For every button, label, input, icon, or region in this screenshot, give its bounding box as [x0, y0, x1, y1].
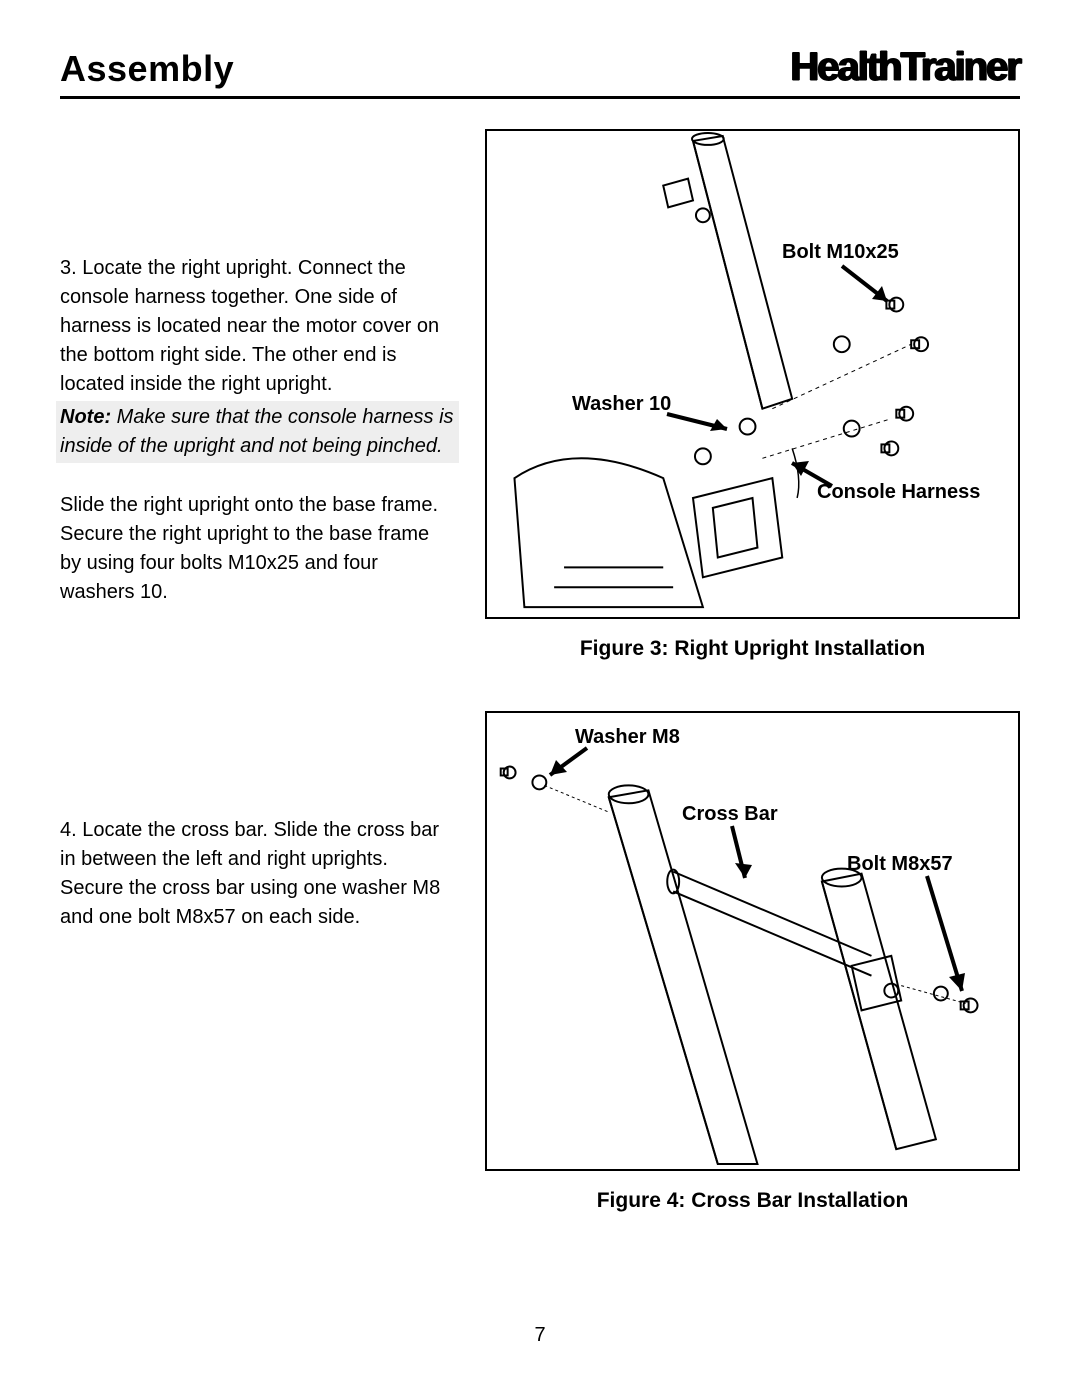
- section-title: Assembly: [60, 48, 234, 90]
- arrow-icon: [717, 823, 777, 893]
- note-label: Note:: [60, 406, 117, 428]
- figure-3-caption: Figure 3: Right Upright Installation: [485, 637, 1020, 661]
- arrow-icon: [917, 873, 987, 1003]
- brand-logo: HealthTrainer: [790, 45, 1020, 90]
- figure-3-drawing: [487, 131, 1018, 617]
- figure-3-box: Bolt M10x25 Washer 10 Console Harness: [485, 129, 1020, 619]
- figure-4-column: Washer M8 Cross Bar Bolt M8x57 Figure 4:…: [485, 711, 1020, 1213]
- page-content: 3. Locate the right upright. Connect the…: [60, 129, 1020, 1213]
- note-text: Make sure that the console harness is in…: [60, 406, 454, 457]
- step-3-para1: 3. Locate the right upright. Connect the…: [60, 254, 455, 399]
- arrow-icon: [832, 261, 912, 321]
- manual-page: Assembly HealthTrainer 3. Locate the rig…: [60, 45, 1020, 1352]
- step-4-para1: 4. Locate the cross bar. Slide the cross…: [60, 816, 455, 932]
- arrow-icon: [777, 451, 847, 501]
- step-3-text: 3. Locate the right upright. Connect the…: [60, 129, 455, 607]
- step-4-block: 4. Locate the cross bar. Slide the cross…: [60, 711, 1020, 1213]
- page-header: Assembly HealthTrainer: [60, 45, 1020, 99]
- figure-4-caption: Figure 4: Cross Bar Installation: [485, 1189, 1020, 1213]
- step-4-text: 4. Locate the cross bar. Slide the cross…: [60, 711, 455, 932]
- fig3-washer-label: Washer 10: [572, 393, 671, 416]
- figure-3-column: Bolt M10x25 Washer 10 Console Harness Fi…: [485, 129, 1020, 661]
- arrow-icon: [662, 409, 752, 449]
- step-3-block: 3. Locate the right upright. Connect the…: [60, 129, 1020, 661]
- step-3-note: Note: Make sure that the console harness…: [56, 401, 459, 463]
- page-number: 7: [60, 1324, 1020, 1347]
- arrow-icon: [542, 745, 602, 785]
- figure-4-box: Washer M8 Cross Bar Bolt M8x57: [485, 711, 1020, 1171]
- step-3-para2: Slide the right upright onto the base fr…: [60, 491, 455, 607]
